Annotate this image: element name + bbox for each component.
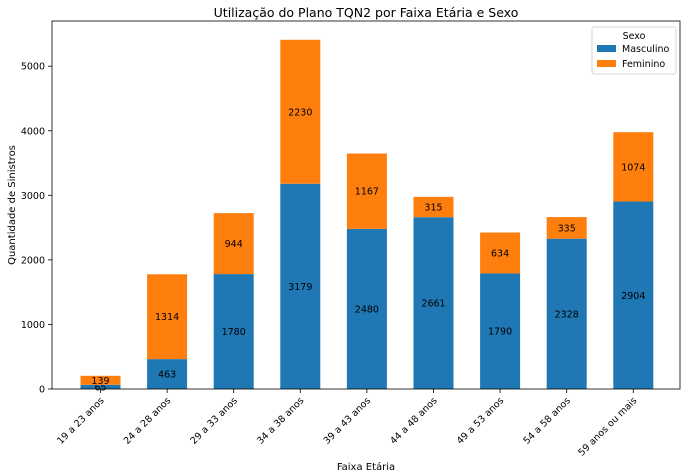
bar-feminino xyxy=(213,213,254,275)
data-label: 139 xyxy=(91,376,109,387)
x-tick-label: 49 a 53 anos xyxy=(455,395,506,446)
data-label: 463 xyxy=(158,370,176,381)
legend-label-feminino: Feminino xyxy=(622,59,665,70)
bar-masculino xyxy=(346,228,387,389)
chart-title: Utilização do Plano TQN2 por Faixa Etári… xyxy=(214,5,519,20)
plot-frame xyxy=(51,20,681,390)
y-axis-label: Quantidade de Sinistros xyxy=(7,145,18,265)
legend: Sexo Masculino Feminino xyxy=(591,26,677,75)
data-label: 1790 xyxy=(488,327,512,338)
bar-masculino xyxy=(480,273,521,389)
y-tick-label: 3000 xyxy=(21,191,45,202)
bar-masculino xyxy=(546,238,587,389)
x-axis-label: Faixa Etária xyxy=(337,461,395,473)
legend-swatch-feminino xyxy=(597,60,616,67)
y-tick-label: 2000 xyxy=(21,255,45,266)
legend-label-masculino: Masculino xyxy=(622,44,670,55)
bar-masculino xyxy=(147,359,188,389)
data-label: 2328 xyxy=(555,309,579,320)
bar-feminino xyxy=(80,375,121,385)
x-tick-label: 54 a 58 anos xyxy=(521,395,572,446)
y-axis: 0 1000 2000 3000 4000 5000 xyxy=(21,62,52,396)
bar-feminino xyxy=(613,132,654,202)
bar-feminino xyxy=(546,217,587,239)
data-label: 944 xyxy=(225,239,243,250)
bar-feminino xyxy=(147,274,188,360)
x-tick-label: 24 a 28 anos xyxy=(122,395,173,446)
bar-feminino xyxy=(346,153,387,229)
x-tick-label: 59 anos ou mais xyxy=(576,395,639,458)
data-label: 315 xyxy=(424,203,442,214)
data-label: 2480 xyxy=(355,304,379,315)
x-axis: 19 a 23 anos 24 a 28 anos 29 a 33 anos 34 a… xyxy=(55,389,639,458)
data-label: 65 xyxy=(94,382,106,393)
y-tick-label: 4000 xyxy=(21,126,45,137)
data-label: 2661 xyxy=(421,299,445,310)
y-tick-label: 0 xyxy=(39,385,45,396)
bar-feminino xyxy=(480,232,521,274)
y-tick-label: 5000 xyxy=(21,62,45,73)
data-label: 1780 xyxy=(222,327,246,338)
bar-masculino xyxy=(213,274,254,389)
data-label: 634 xyxy=(491,248,509,259)
bar-feminino xyxy=(280,39,321,184)
bar-masculino xyxy=(413,217,454,389)
x-tick-label: 39 a 43 anos xyxy=(322,395,373,446)
x-tick-label: 19 a 23 anos xyxy=(55,395,106,446)
bar-masculino xyxy=(280,183,321,389)
legend-title: Sexo xyxy=(623,31,646,42)
bar-feminino xyxy=(413,196,454,218)
bar-masculino xyxy=(613,201,654,389)
data-label: 2904 xyxy=(621,291,645,302)
y-tick-label: 1000 xyxy=(21,320,45,331)
bar-masculino xyxy=(80,384,121,389)
data-label: 1314 xyxy=(155,312,179,323)
data-label: 2230 xyxy=(288,107,312,118)
x-tick-label: 34 a 38 anos xyxy=(255,395,306,446)
data-label: 335 xyxy=(558,223,576,234)
data-label: 1074 xyxy=(621,162,645,173)
data-label: 1167 xyxy=(355,187,379,198)
legend-swatch-masculino xyxy=(597,45,616,52)
x-tick-label: 29 a 33 anos xyxy=(188,395,239,446)
data-label: 3179 xyxy=(288,282,312,293)
x-tick-label: 44 a 48 anos xyxy=(388,395,439,446)
